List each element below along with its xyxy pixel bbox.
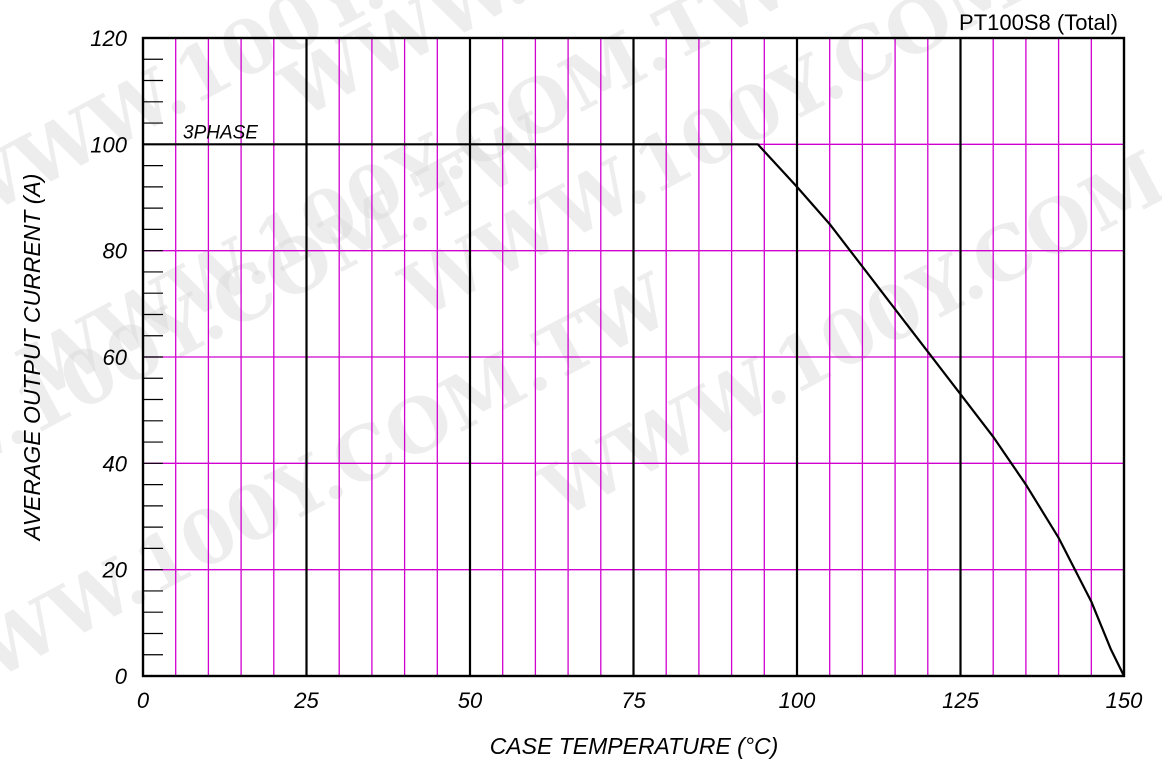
plot-frame — [141, 36, 1126, 678]
watermark-layer: WWW.100Y.COM.TWWWW.100Y.COM.TWWWW.100Y.C… — [0, 0, 1162, 736]
plot-lines: 3PHASE — [143, 122, 1125, 677]
y-tick-label: 20 — [102, 558, 128, 583]
y-axis-title: AVERAGE OUTPUT CURRENT (A) — [19, 174, 45, 543]
series-label: 3PHASE — [183, 122, 258, 143]
chart-title: PT100S8 (Total) — [959, 10, 1118, 35]
y-tick-label: 40 — [103, 451, 128, 476]
x-tick-label: 125 — [942, 688, 979, 713]
y-tick-label: 0 — [115, 664, 128, 689]
x-tick-label: 150 — [1106, 688, 1143, 713]
x-tick-label: 0 — [137, 688, 150, 713]
y-tick-label: 120 — [90, 26, 127, 51]
grid — [141, 36, 1126, 678]
x-tick-label: 25 — [293, 688, 319, 713]
y-tick-label: 80 — [103, 239, 128, 264]
x-tick-label: 100 — [779, 688, 816, 713]
y-tick-label: 60 — [103, 345, 128, 370]
x-axis-title: CASE TEMPERATURE (°C) — [490, 733, 779, 759]
series-line — [143, 143, 1125, 677]
axis-labels: CASE TEMPERATURE (°C) AVERAGE OUTPUT CUR… — [19, 10, 1143, 759]
y-tick-label: 100 — [90, 132, 127, 157]
x-tick-label: 50 — [458, 688, 483, 713]
x-tick-label: 75 — [621, 688, 646, 713]
